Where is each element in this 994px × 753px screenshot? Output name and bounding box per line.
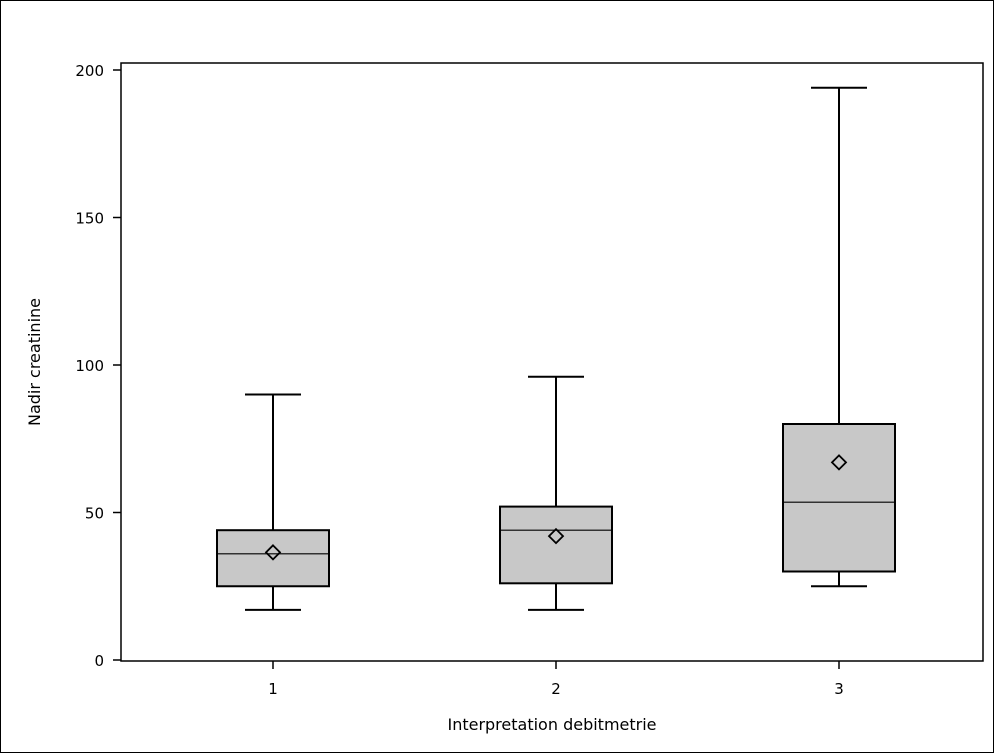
x-axis-label: Interpretation debitmetrie <box>447 715 656 734</box>
x-axis: 1 2 3 <box>268 661 844 698</box>
boxes <box>216 86 896 611</box>
y-axis-label: Nadir creatinine <box>25 298 44 426</box>
y-tick-label: 50 <box>85 505 104 523</box>
box-group <box>499 375 613 611</box>
y-tick-label: 0 <box>94 652 104 670</box>
mean-marker <box>264 544 282 561</box>
y-tick-label: 200 <box>75 62 104 80</box>
y-tick-label: 150 <box>75 210 104 228</box>
iqr-box <box>499 505 613 585</box>
box-group <box>782 86 896 588</box>
box-group <box>216 393 330 611</box>
plot-area <box>120 62 984 662</box>
y-axis: 0 50 100 150 200 <box>75 62 121 670</box>
x-tick-label: 2 <box>551 680 561 698</box>
y-tick-label: 100 <box>75 357 104 375</box>
plot-border <box>120 62 984 662</box>
mean-marker <box>830 454 848 471</box>
x-tick-label: 1 <box>268 680 278 698</box>
mean-marker <box>547 527 565 545</box>
iqr-box <box>782 423 896 573</box>
x-tick-label: 3 <box>834 680 844 698</box>
